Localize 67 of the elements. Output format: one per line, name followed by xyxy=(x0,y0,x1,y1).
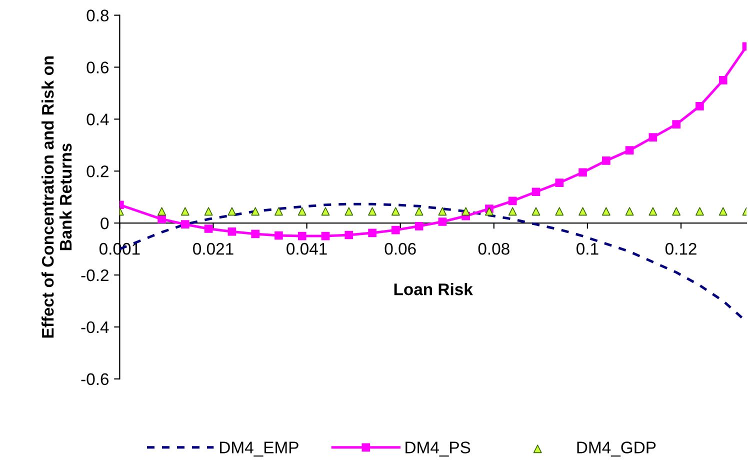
point xyxy=(344,230,354,240)
y-tick-label: -0.2 xyxy=(81,269,108,282)
point xyxy=(438,207,447,216)
point xyxy=(181,220,190,229)
point xyxy=(672,120,681,128)
y-axis-title: Effect of Concentration and Risk on Bank Returns xyxy=(42,56,72,338)
point xyxy=(414,222,424,230)
point xyxy=(158,214,166,224)
x-tick-label: 0.1 xyxy=(576,242,598,255)
point xyxy=(298,232,306,240)
point xyxy=(228,227,236,236)
point xyxy=(532,207,540,216)
point xyxy=(274,207,283,216)
legend-label: DM4_GDP xyxy=(577,442,656,457)
point xyxy=(696,102,704,110)
point xyxy=(462,207,470,216)
y-tick-label: 0.2 xyxy=(86,165,108,178)
point xyxy=(344,207,354,216)
point xyxy=(321,232,330,240)
point xyxy=(578,168,587,177)
point xyxy=(368,228,376,238)
y-tick-label: -0.6 xyxy=(81,373,109,386)
point xyxy=(204,224,213,233)
point xyxy=(555,178,564,187)
x-tick-label: 0.06 xyxy=(384,242,416,255)
point xyxy=(648,133,658,142)
x-tick-label: 0.08 xyxy=(478,242,510,255)
point xyxy=(555,207,564,216)
point xyxy=(602,207,610,216)
point xyxy=(228,207,236,216)
y-tick-label: 0.4 xyxy=(86,114,109,126)
point xyxy=(180,207,190,216)
point xyxy=(625,146,634,154)
point xyxy=(251,207,260,216)
y-tick-label: 0.6 xyxy=(86,62,109,74)
point xyxy=(392,226,400,234)
point xyxy=(438,218,447,226)
point xyxy=(625,207,634,216)
y-tick-label: -0.4 xyxy=(81,321,109,334)
point xyxy=(321,207,330,216)
point xyxy=(718,207,728,216)
point xyxy=(578,207,588,216)
point xyxy=(718,76,728,84)
point xyxy=(391,207,400,216)
point xyxy=(298,207,306,216)
point xyxy=(602,156,610,165)
point xyxy=(532,188,540,196)
point xyxy=(158,207,166,216)
point xyxy=(485,207,494,216)
point xyxy=(414,207,424,216)
legend-label: DM4_PS xyxy=(406,442,470,457)
y-tick-label: 0.8 xyxy=(86,10,109,22)
point xyxy=(368,207,377,216)
point xyxy=(508,207,517,216)
point xyxy=(251,230,260,238)
x-tick-label: 0.021 xyxy=(193,242,234,255)
point xyxy=(508,196,517,206)
x-axis-title: Loan Risk xyxy=(394,283,473,296)
x-tick-label: 0.041 xyxy=(286,242,327,255)
point xyxy=(696,207,704,216)
x-tick-label: 0.12 xyxy=(665,242,696,255)
point xyxy=(648,207,658,216)
point xyxy=(274,231,283,240)
y-tick-label: 0 xyxy=(100,217,109,230)
legend-label: DM4_EMP xyxy=(220,442,298,457)
point xyxy=(672,207,681,216)
point xyxy=(204,207,213,216)
